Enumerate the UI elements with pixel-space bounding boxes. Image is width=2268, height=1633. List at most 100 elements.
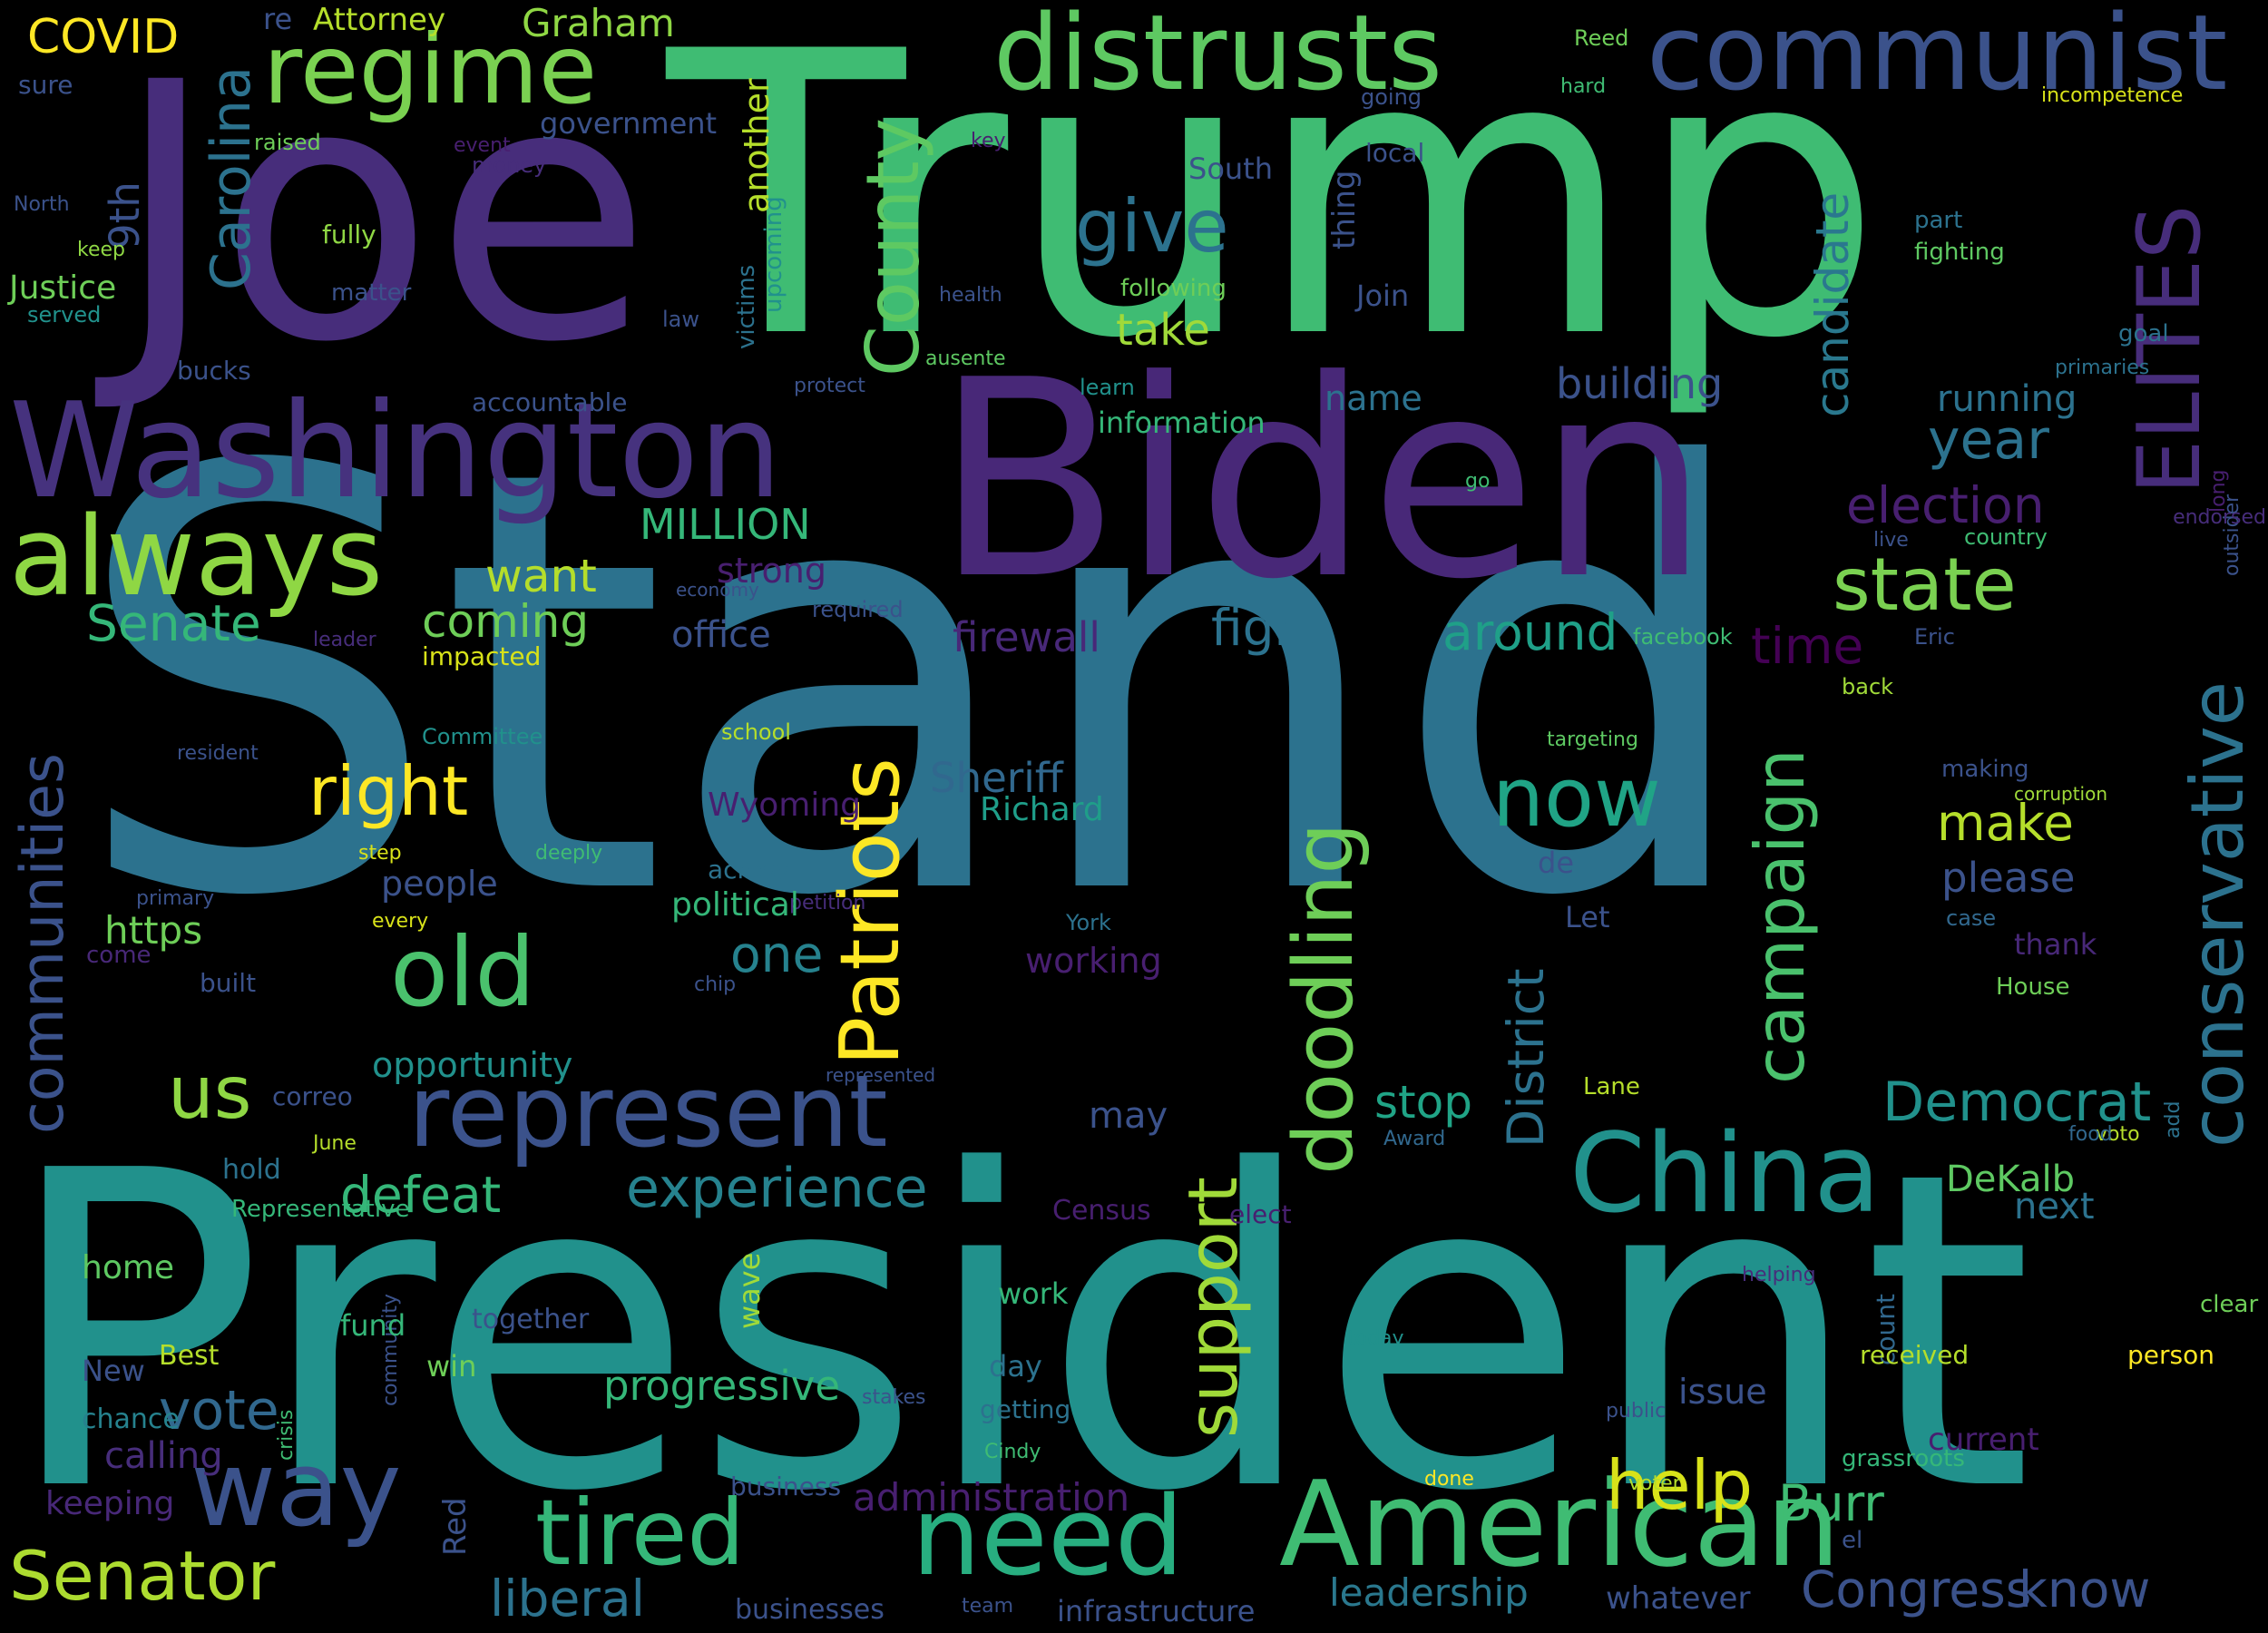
word: case (1946, 905, 1997, 931)
word: public (1606, 1400, 1667, 1423)
word: building (1556, 359, 1724, 408)
word: House (1996, 973, 2070, 1001)
word: back (1842, 674, 1894, 699)
word: June (313, 1132, 357, 1155)
word: go (1465, 470, 1491, 493)
word: grassroots (1842, 1445, 1965, 1472)
word: Census (1052, 1195, 1151, 1227)
word: day (989, 1349, 1042, 1384)
word: learn (1080, 375, 1135, 400)
word: Eric (1914, 624, 1955, 650)
word: Sheriff (930, 754, 1063, 802)
word: event (454, 134, 511, 157)
word: now (1492, 750, 1661, 846)
word: need (912, 1474, 1184, 1600)
word: whatever (1606, 1580, 1751, 1617)
word: want (485, 550, 597, 602)
word: Committee (422, 724, 543, 749)
word: one (730, 925, 824, 983)
word: businesses (735, 1594, 885, 1626)
word: Carolina (200, 66, 263, 290)
word: Wyoming (708, 787, 862, 824)
word: facebook (1633, 624, 1733, 650)
word: Washington (9, 375, 783, 528)
word: el (1842, 1527, 1863, 1554)
word: tired (535, 1480, 745, 1586)
word: represented (826, 1064, 936, 1086)
word: coming (422, 595, 590, 648)
word: firewall (953, 613, 1100, 661)
word: fight (1211, 599, 1325, 657)
word: primary (136, 887, 215, 910)
word: built (200, 968, 257, 998)
word: way (191, 1429, 402, 1550)
word: right (308, 751, 469, 831)
word: doodling (1276, 822, 1372, 1175)
word: MILLION (640, 500, 811, 549)
word: correo (272, 1081, 353, 1111)
word: thing (1326, 170, 1363, 249)
word: Join (1356, 279, 1410, 313)
word: Stand (71, 347, 1760, 1022)
word: step (358, 842, 402, 865)
word: part (1914, 207, 1963, 234)
word: Representative (231, 1196, 410, 1223)
word: economy (676, 579, 759, 601)
word: Lane (1583, 1073, 1640, 1100)
word: leadership (1329, 1570, 1529, 1615)
word: ausente (925, 347, 1006, 370)
word: helping (1742, 1264, 1816, 1286)
word: fully (322, 220, 376, 249)
word: communist (1647, 0, 2228, 114)
word: stop (1374, 1076, 1472, 1129)
word: China (1569, 1111, 1881, 1237)
word: North (14, 193, 70, 216)
word: take (1116, 305, 1210, 356)
word: Justice (9, 269, 117, 307)
word: help (1606, 1445, 1754, 1525)
word: Joe (113, 7, 652, 419)
word: defeat (340, 1166, 502, 1224)
word: sure (18, 70, 73, 100)
word: business (730, 1472, 842, 1501)
word: around (1442, 603, 1618, 661)
word: served (27, 302, 102, 328)
word: communities (9, 753, 77, 1134)
word: President (2, 1080, 2033, 1587)
word: home (82, 1249, 175, 1286)
word: school (721, 719, 791, 745)
word: Graham (522, 1, 675, 45)
word: people (381, 864, 498, 904)
word: calling (104, 1435, 223, 1477)
word: Attorney (313, 2, 446, 38)
word: another (737, 78, 777, 213)
word: conservative (2175, 681, 2260, 1148)
word: incompetence (2041, 84, 2184, 107)
word: leader (313, 629, 376, 651)
word: progressive (603, 1362, 841, 1410)
word: know (2019, 1560, 2151, 1618)
word: together (472, 1304, 590, 1335)
word: crisis (275, 1409, 298, 1461)
word: voter (1628, 1472, 1681, 1495)
word: keeping (45, 1485, 175, 1522)
word: name (1325, 378, 1422, 418)
word: government (540, 106, 718, 141)
word: health (939, 284, 1002, 307)
word: country (1964, 524, 2048, 550)
word: opportunity (372, 1045, 573, 1085)
word: https (104, 908, 203, 953)
word: year (1928, 408, 2049, 472)
word: fighting (1914, 239, 2005, 266)
word: work (998, 1276, 1069, 1311)
word: add (2162, 1100, 2185, 1139)
word: upcoming (760, 196, 787, 313)
word: COVID (27, 10, 180, 64)
word: protect (794, 375, 865, 397)
word: issue (1678, 1372, 1767, 1412)
word: current (1928, 1422, 2039, 1458)
word: raised (254, 130, 321, 155)
word: keep (77, 239, 125, 261)
word: clear (2200, 1291, 2259, 1318)
word: chance (82, 1403, 180, 1435)
